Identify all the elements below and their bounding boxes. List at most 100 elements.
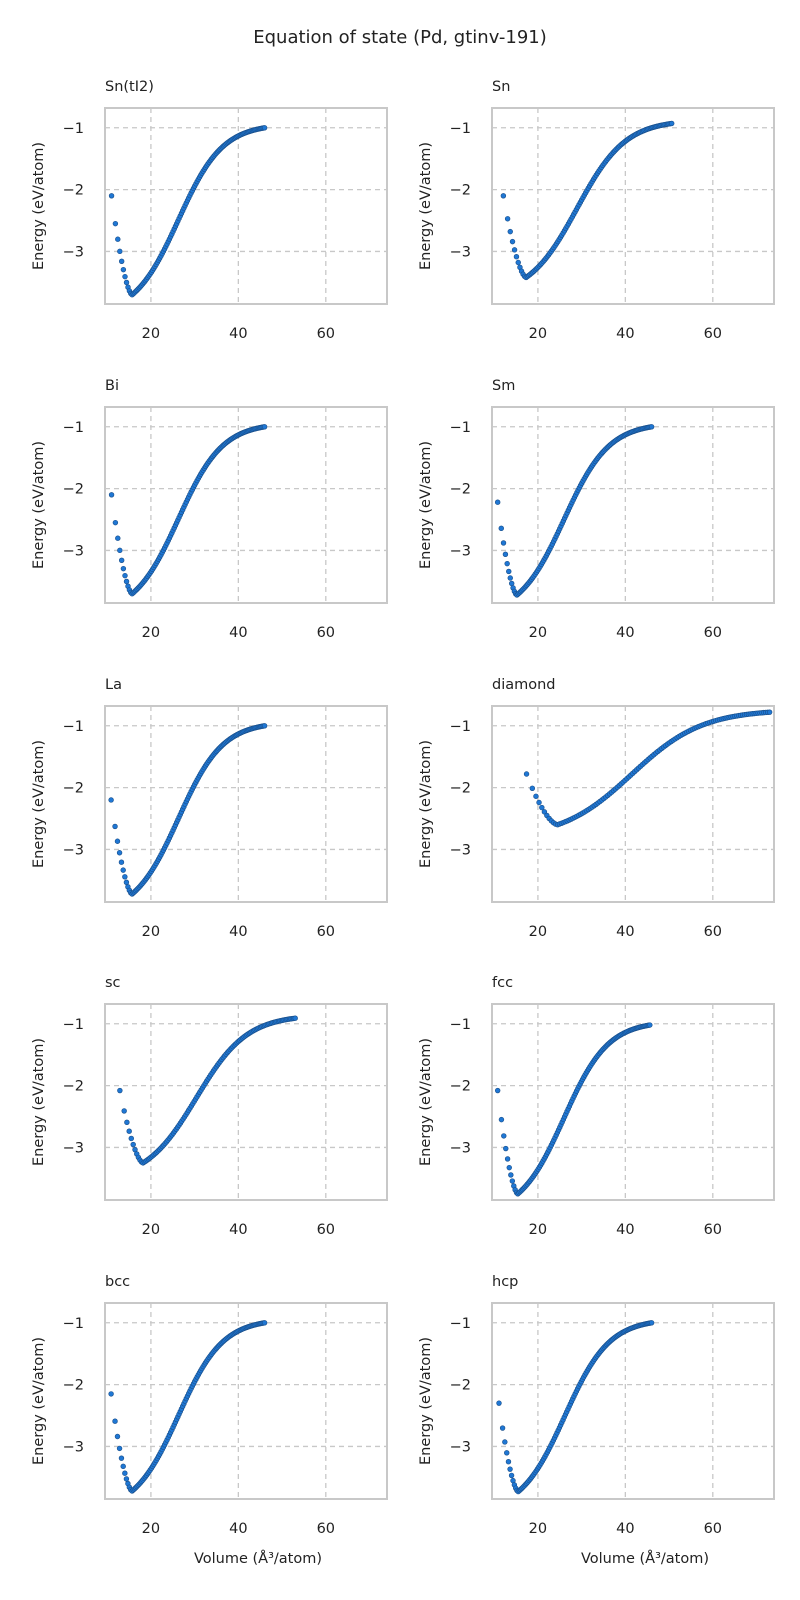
data-point: [500, 540, 507, 546]
y-axis-label: Energy (eV/atom): [418, 441, 434, 569]
x-tick-label: 40: [229, 326, 247, 342]
data-point: [536, 799, 542, 806]
x-tick-label: 40: [616, 924, 634, 940]
data-point: [508, 1172, 514, 1178]
y-tick-label: −1: [450, 719, 471, 735]
data-point: [114, 1433, 121, 1440]
y-tick-label: −2: [450, 1079, 471, 1095]
x-tick-label: 60: [704, 326, 722, 342]
plot-frame: [491, 1003, 775, 1201]
data-point: [506, 568, 512, 575]
x-tick-label: 40: [616, 1222, 634, 1238]
data-point: [504, 216, 511, 222]
data-point: [130, 1141, 136, 1148]
subplot-sm: Sm 20 40 60 −1 −2 −3 Energy (eV/atom): [418, 378, 775, 641]
data-point: [261, 723, 268, 729]
y-tick-label: −2: [450, 183, 471, 199]
data-point: [121, 1108, 127, 1114]
x-tick-label: 40: [229, 625, 247, 641]
data-point: [507, 228, 513, 235]
x-tick-label: 60: [704, 924, 722, 940]
y-tick-label: −3: [450, 543, 471, 559]
y-tick-label: −3: [450, 1439, 471, 1455]
data-point: [115, 535, 121, 541]
data-point: [501, 1133, 507, 1139]
data-point: [112, 220, 119, 227]
data-point: [668, 120, 675, 127]
subplot-fcc: fcc 20 40 60 −1 −2 −3 Energy (eV/atom): [418, 975, 775, 1238]
plot-frame: [491, 406, 775, 604]
data-point: [122, 572, 128, 579]
figure-title: Equation of state (Pd, gtinv-191): [253, 27, 547, 48]
x-axis-label: Volume (Å³/atom): [194, 1550, 322, 1567]
data-point: [117, 547, 123, 554]
subplot-hcp: hcp 20 40 60 −1 −2 −3 Energy (eV/atom) Volume (Å…: [418, 1274, 775, 1567]
data-point: [499, 1425, 506, 1431]
subplot-la: La 20 40 60 −1 −2 −3 Energy (eV/atom): [31, 677, 388, 940]
y-tick-label: −2: [63, 183, 84, 199]
y-tick-label: −1: [63, 719, 84, 735]
x-tick-label: 20: [529, 326, 547, 342]
data-point: [647, 1022, 653, 1028]
data-point: [496, 1400, 502, 1406]
data-point: [116, 1445, 123, 1452]
y-axis-label: Energy (eV/atom): [418, 142, 434, 270]
y-tick-label: −1: [63, 1316, 84, 1332]
y-tick-label: −3: [450, 842, 471, 858]
y-tick-label: −1: [450, 1316, 471, 1332]
y-tick-label: −3: [63, 842, 84, 858]
x-tick-label: 60: [317, 326, 335, 342]
x-tick-label: 20: [142, 625, 160, 641]
data-point: [494, 1087, 501, 1094]
y-tick-label: −2: [63, 781, 84, 797]
data-point: [123, 1476, 130, 1482]
subplot-sn: Sn 20 40 60 −1 −2 −3 Energy (eV/atom): [418, 79, 775, 342]
y-tick-label: −1: [63, 1017, 84, 1033]
data-point: [506, 1164, 512, 1171]
data-point: [261, 1320, 268, 1326]
data-point: [123, 879, 130, 886]
data-point: [120, 867, 126, 873]
plot-frame: [104, 1003, 388, 1201]
x-tick-label: 60: [704, 1521, 722, 1537]
data-point: [118, 557, 125, 564]
data-point: [112, 823, 118, 830]
data-point: [498, 525, 504, 532]
y-axis-label: Energy (eV/atom): [418, 1038, 434, 1166]
data-point: [539, 804, 545, 811]
y-axis-label: Energy (eV/atom): [31, 1038, 47, 1166]
x-tick-label: 40: [229, 924, 247, 940]
x-tick-label: 60: [704, 1222, 722, 1238]
subplot-title: sc: [105, 975, 121, 991]
x-tick-label: 20: [142, 1521, 160, 1537]
data-point: [504, 1450, 510, 1456]
data-point: [500, 193, 507, 199]
data-point: [648, 1320, 655, 1326]
y-tick-label: −2: [63, 1079, 84, 1095]
subplot-title: fcc: [492, 975, 513, 991]
data-point: [261, 424, 268, 430]
data-point: [108, 492, 115, 498]
data-point: [120, 266, 127, 273]
y-tick-label: −1: [450, 1017, 471, 1033]
x-tick-label: 60: [704, 625, 722, 641]
plot-frame: [104, 107, 388, 305]
subplot-diamond: diamond 20 40 60 −1 −2 −3 Energy (eV/atom): [418, 677, 775, 940]
data-point: [529, 785, 536, 791]
data-point: [126, 1128, 132, 1134]
plot-frame: [491, 107, 775, 305]
y-tick-label: −1: [450, 420, 471, 436]
subplot-sc: sc 20 40 60 −1 −2 −3 Energy (eV/atom): [31, 975, 388, 1238]
y-tick-label: −3: [63, 543, 84, 559]
y-tick-label: −1: [63, 420, 84, 436]
data-point: [108, 193, 115, 199]
x-tick-label: 60: [317, 625, 335, 641]
subplot-title: diamond: [492, 677, 556, 693]
data-point: [122, 1470, 128, 1476]
data-point: [509, 238, 516, 245]
y-tick-label: −2: [450, 781, 471, 797]
y-tick-label: −3: [63, 244, 84, 260]
data-point: [504, 1156, 511, 1162]
